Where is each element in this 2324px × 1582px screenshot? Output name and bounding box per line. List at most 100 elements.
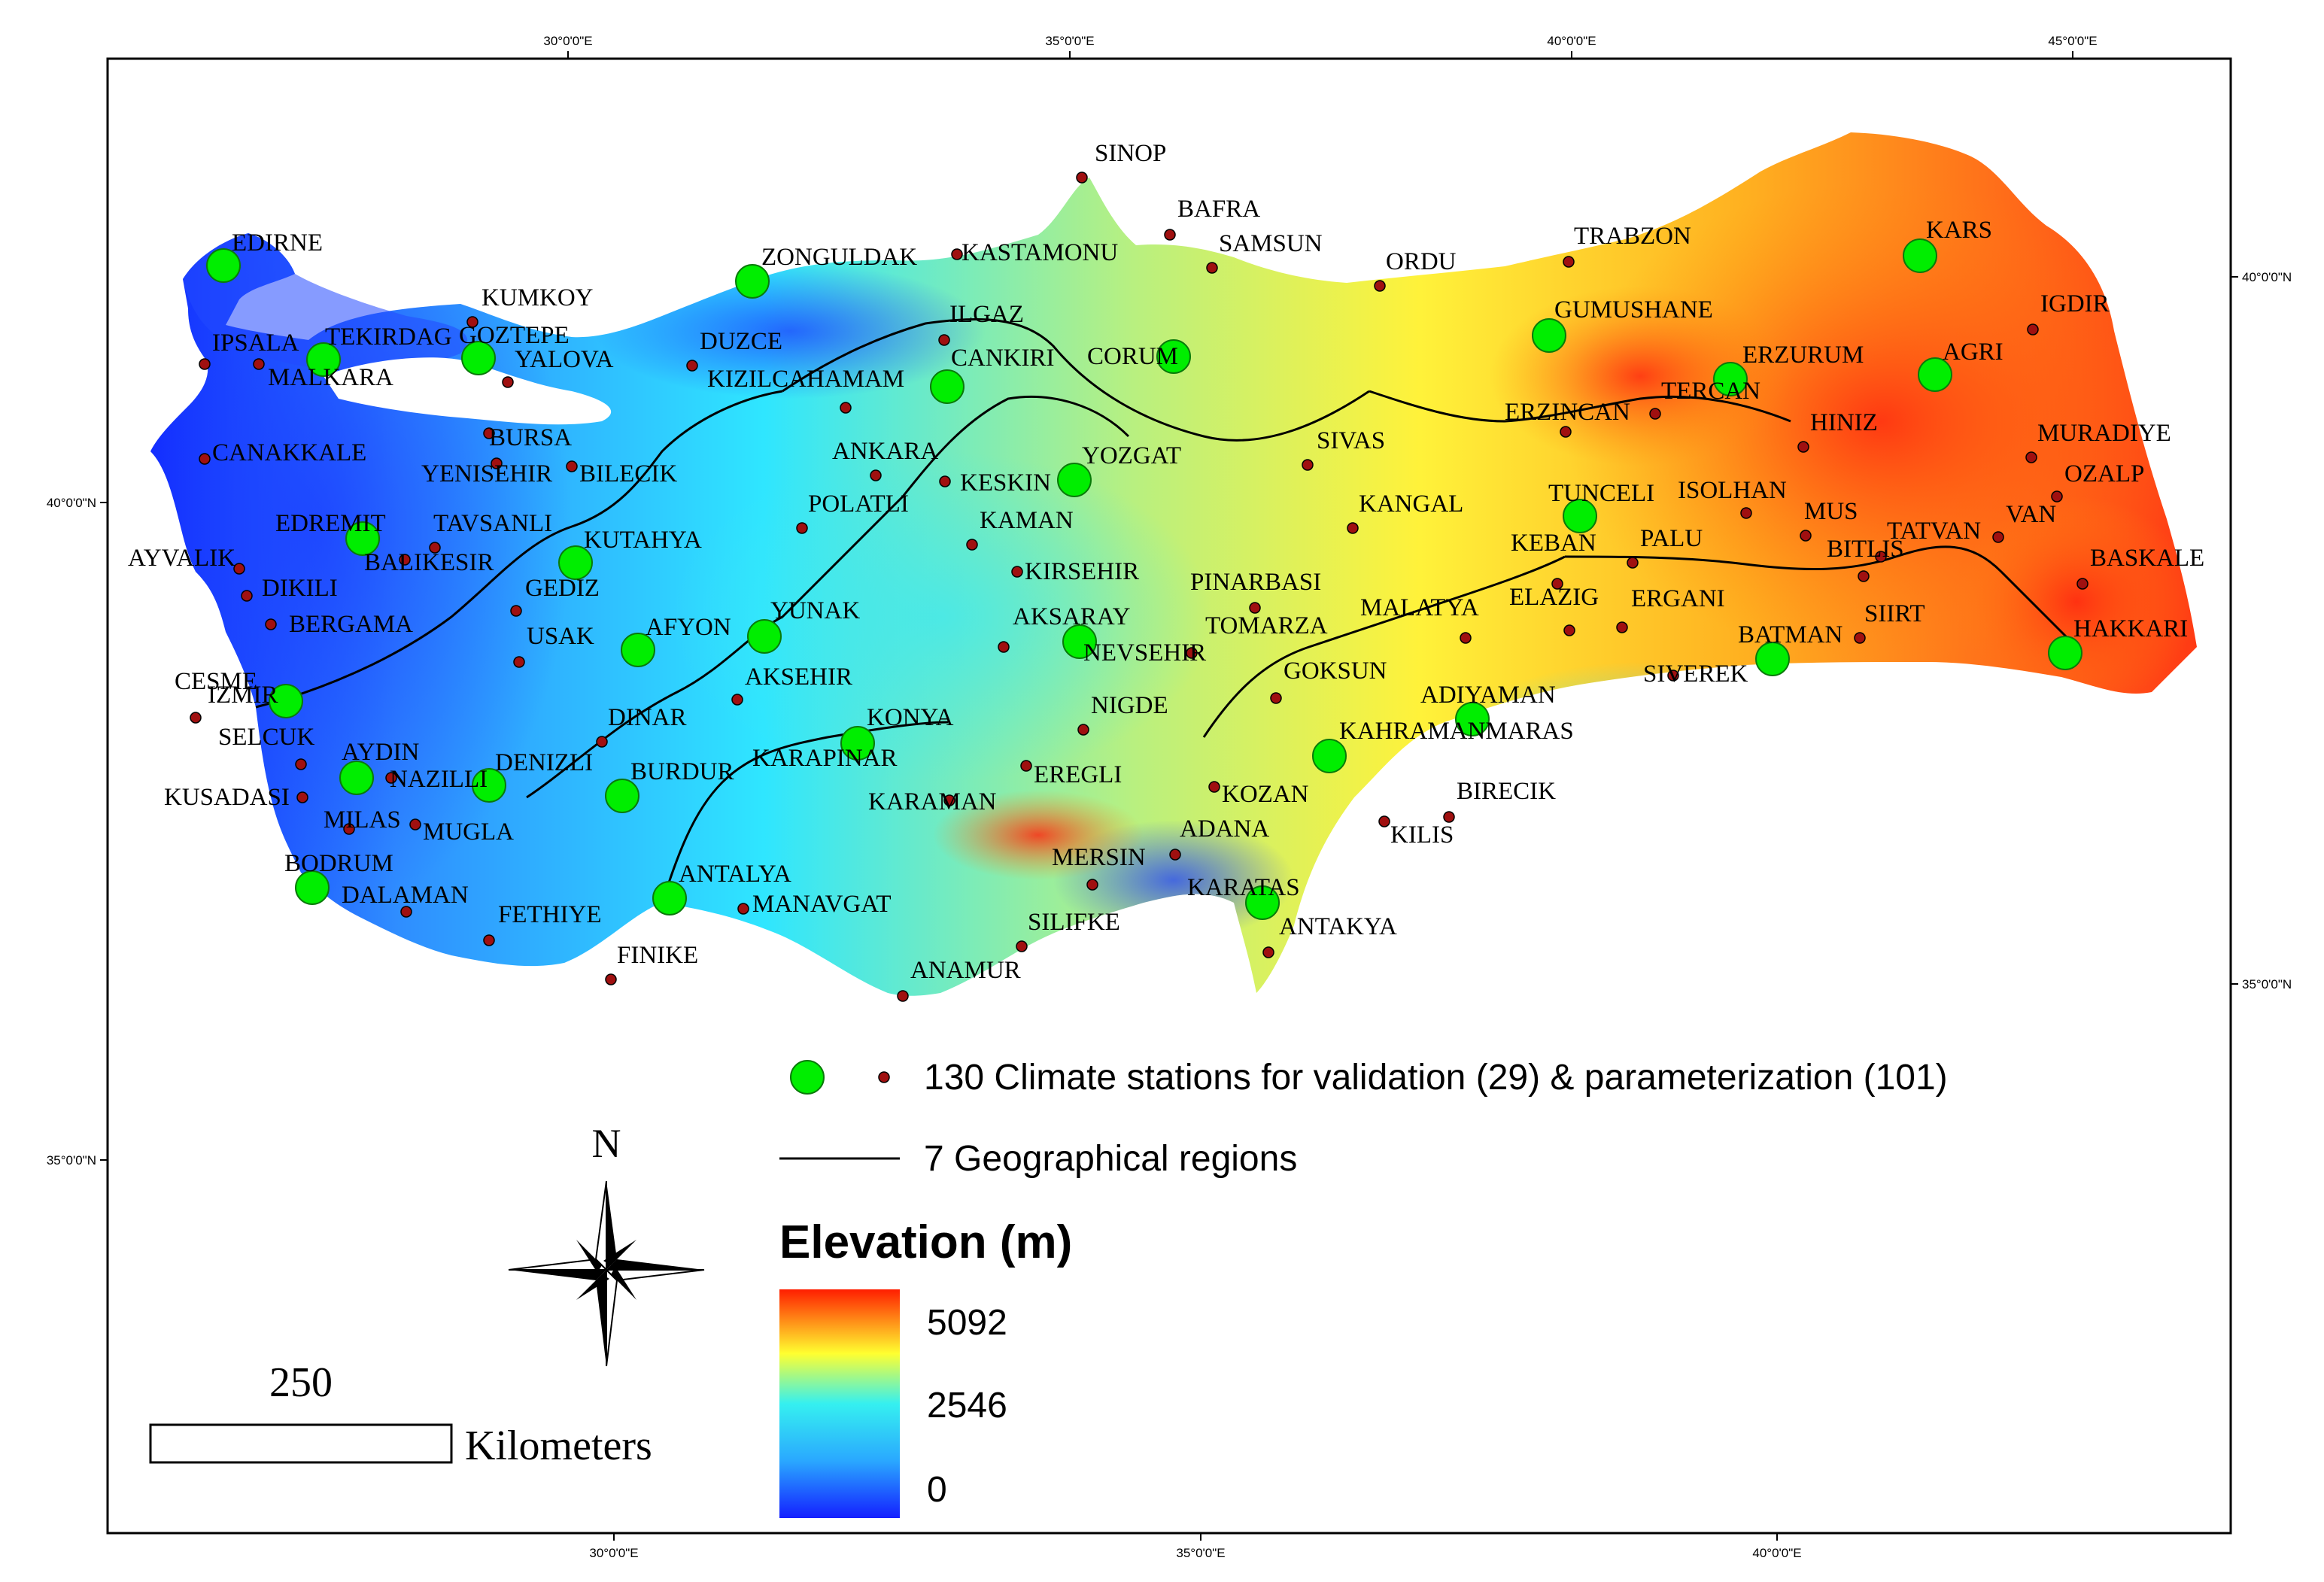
station-label-bitlis: BITLIS	[1827, 536, 1904, 563]
validation-legend-symbol	[790, 1060, 825, 1095]
parameterization-station-yalova	[502, 376, 514, 388]
parameterization-station-tavsanli	[429, 542, 441, 554]
station-label-keskin: KESKIN	[960, 469, 1051, 496]
parameterization-station-mugla	[409, 818, 421, 830]
station-label-bafra: BAFRA	[1177, 196, 1260, 223]
station-label-isolhan: ISOLHAN	[1678, 477, 1787, 504]
validation-station-edremit	[345, 521, 380, 556]
station-label-antakya: ANTAKYA	[1279, 913, 1397, 940]
station-label-kahramanmaras: KAHRAMANMARAS	[1339, 718, 1574, 745]
left-tick-label: 40°0'0"N	[47, 496, 96, 510]
parameterization-station-balikesir	[399, 554, 411, 566]
station-label-edremit: EDREMIT	[275, 510, 386, 537]
parameterization-station-malkara	[253, 358, 265, 370]
parameterization-station-baskale	[2076, 578, 2089, 590]
station-label-bodrum: BODRUM	[284, 850, 393, 877]
left-tick-label: 35°0'0"N	[47, 1153, 96, 1168]
station-label-ordu: ORDU	[1386, 248, 1457, 275]
top-tick-label: 45°0'0"E	[2048, 34, 2097, 48]
station-label-izmir: IZMIR	[208, 682, 278, 709]
station-label-karapinar: KARAPINAR	[752, 745, 898, 772]
station-label-karaman: KARAMAN	[868, 788, 997, 815]
parameterization-station-antakya	[1262, 946, 1274, 958]
station-label-kutahya: KUTAHYA	[584, 527, 702, 554]
bottom-tick-label: 40°0'0"E	[1752, 1546, 1801, 1560]
parameterization-station-trabzon	[1563, 256, 1575, 268]
station-label-muradiye: MURADIYE	[2037, 420, 2171, 447]
scale-bar-box	[149, 1423, 453, 1464]
parameterization-station-tatvan	[1875, 551, 1887, 563]
station-label-malkara: MALKARA	[268, 364, 393, 391]
station-label-tunceli: TUNCELI	[1548, 480, 1654, 507]
station-label-kastamonu: KASTAMONU	[961, 239, 1118, 266]
scale-bar: 250 Kilometers	[149, 1359, 652, 1469]
regions-legend-label: 7 Geographical regions	[924, 1139, 1297, 1179]
parameterization-station-mersin	[1086, 879, 1098, 891]
station-label-hiniz: HINIZ	[1810, 409, 1878, 436]
parameterization-station-pinarbasi	[1249, 602, 1261, 614]
parameterization-station-karaman	[943, 794, 955, 806]
elevation-min-label: 0	[927, 1470, 947, 1510]
parameterization-station-dalaman	[400, 906, 412, 918]
parameterization-station-kozan	[1208, 781, 1220, 793]
station-label-tavsanli: TAVSANLI	[433, 510, 552, 537]
validation-station-antalya	[652, 881, 687, 915]
parameterization-station-palu	[1627, 557, 1639, 569]
parameterization-station-canakkale	[199, 453, 211, 465]
parameterization-station-birecik	[1443, 811, 1455, 823]
station-label-adiyaman: ADIYAMAN	[1420, 682, 1556, 709]
parameterization-station-sinop	[1076, 172, 1088, 184]
station-label-selcuk: SELCUK	[218, 724, 315, 751]
station-label-aksehir: AKSEHIR	[745, 663, 852, 691]
parameterization-station-ilgaz	[938, 334, 950, 346]
north-arrow: N	[508, 1121, 705, 1367]
station-label-hakkari: HAKKARI	[2073, 615, 2188, 642]
parameterization-station-goksun	[1270, 692, 1282, 704]
elevation-color-ramp	[779, 1289, 900, 1518]
parameterization-station-van	[1992, 531, 2004, 543]
parameterization-legend-symbol	[878, 1071, 890, 1083]
station-label-sinop: SINOP	[1095, 140, 1166, 167]
validation-station-karapinar	[840, 726, 875, 761]
parameterization-station-manavgat	[737, 903, 749, 915]
station-label-ankara: ANKARA	[832, 438, 938, 465]
station-label-yalova: YALOVA	[515, 346, 614, 373]
station-label-yunak: YUNAK	[770, 597, 860, 624]
parameterization-station-malatya	[1460, 632, 1472, 644]
parameterization-station-siverek	[1667, 670, 1679, 682]
station-label-trabzon: TRABZON	[1574, 223, 1691, 250]
validation-station-karatas	[1245, 885, 1280, 920]
parameterization-station-kangal	[1347, 522, 1359, 534]
station-label-elazig: ELAZIG	[1509, 584, 1599, 611]
station-label-kilis: KILIS	[1390, 821, 1454, 849]
station-label-malatya: MALATYA	[1360, 594, 1479, 621]
parameterization-station-dikili	[241, 590, 253, 602]
parameterization-station-kaman	[966, 539, 978, 551]
station-label-karatas: KARATAS	[1187, 874, 1300, 901]
validation-station-tunceli	[1563, 499, 1597, 533]
parameterization-station-dinar	[596, 736, 608, 748]
station-label-ipsala: IPSALA	[212, 329, 299, 357]
station-label-nigde: NIGDE	[1091, 692, 1168, 719]
bottom-tick-label: 35°0'0"E	[1176, 1546, 1225, 1560]
parameterization-station-eregli	[1020, 760, 1032, 772]
top-tick-label: 35°0'0"E	[1045, 34, 1094, 48]
station-label-silifke: SILIFKE	[1028, 909, 1120, 936]
validation-station-zonguldak	[735, 264, 770, 299]
station-label-siirt: SIIRT	[1864, 600, 1925, 627]
parameterization-station-cesme	[190, 712, 202, 724]
station-label-balikesir: BALIKESIR	[364, 549, 494, 576]
station-label-denizli: DENIZLI	[495, 749, 593, 776]
station-label-ayvalik: AYVALIK	[128, 545, 235, 572]
station-label-kangal: KANGAL	[1359, 490, 1463, 518]
station-label-cankiri: CANKIRI	[951, 345, 1055, 372]
station-label-keban: KEBAN	[1511, 530, 1596, 557]
station-label-afyon: AFYON	[646, 614, 731, 641]
elevation-max-label: 5092	[927, 1303, 1007, 1343]
validation-station-kahramanmaras	[1312, 739, 1347, 773]
parameterization-station-fethiye	[483, 934, 495, 946]
parameterization-station-siirt	[1854, 632, 1866, 644]
validation-station-kutahya	[558, 545, 593, 580]
parameterization-station-nazilli	[385, 772, 397, 784]
